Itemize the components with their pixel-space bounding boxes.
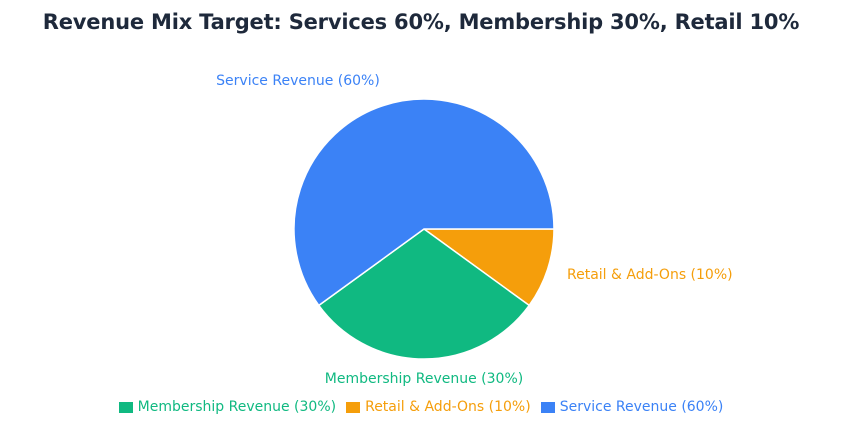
pie-slices [293, 98, 555, 360]
chart-title: Revenue Mix Target: Services 60%, Member… [42, 10, 800, 34]
legend-label-retail: Retail & Add-Ons (10%) [365, 399, 531, 415]
pie-slice-labels: Retail & Add-Ons (10%) Membership Revenue… [216, 73, 732, 387]
legend-item-retail[interactable]: Retail & Add-Ons (10%) [346, 399, 531, 415]
legend-label-membership: Membership Revenue (30%) [137, 399, 337, 415]
legend-swatch-service [540, 401, 555, 413]
pie-label-membership: Membership Revenue (30%) [325, 371, 523, 387]
legend-item-membership[interactable]: Membership Revenue (30%) [118, 399, 337, 415]
legend-swatch-retail [346, 401, 361, 413]
pie-slice-membership[interactable] [317, 228, 531, 360]
pie-label-retail: Retail & Add-Ons (10%) [567, 267, 733, 283]
legend-swatch-membership [118, 401, 133, 413]
pie-slice-service[interactable] [293, 98, 555, 307]
pie-slice-retail[interactable] [421, 228, 555, 307]
legend-label-service: Service Revenue (60%) [559, 399, 724, 415]
pie-label-service: Service Revenue (60%) [216, 73, 380, 89]
chart-legend: Membership Revenue (30%) Retail & Add-On… [0, 399, 842, 415]
legend-item-service[interactable]: Service Revenue (60%) [540, 399, 724, 415]
